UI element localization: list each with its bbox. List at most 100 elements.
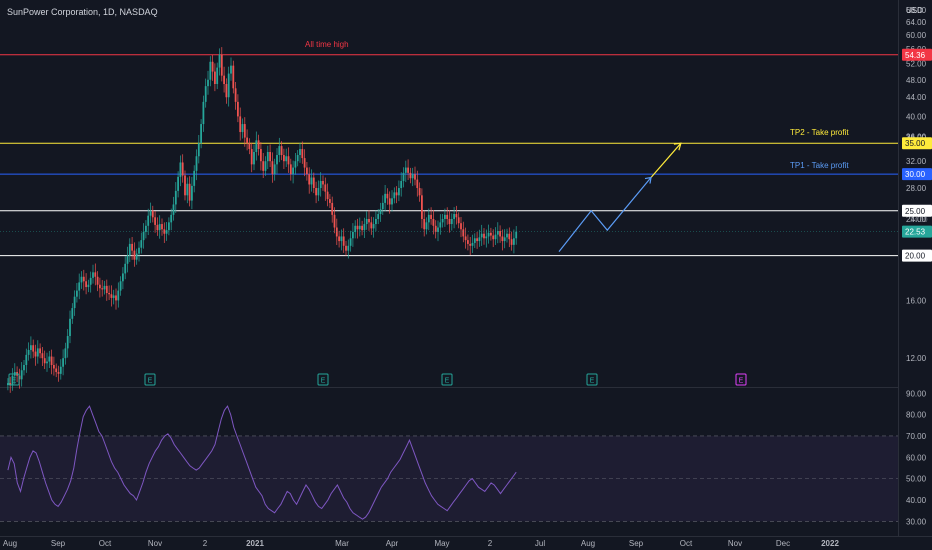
- candle-body: [170, 214, 173, 223]
- candle-body: [310, 177, 313, 185]
- candle-body: [59, 366, 62, 374]
- candle-body: [71, 308, 74, 319]
- earnings-marker: E: [441, 373, 453, 386]
- candle-body: [142, 231, 145, 241]
- candle-body: [317, 188, 320, 196]
- candle-body: [434, 225, 437, 232]
- candle-body: [122, 273, 124, 282]
- tp2-price-badge-bg: [902, 137, 932, 150]
- candle-body: [237, 101, 239, 117]
- candle-body: [126, 255, 129, 264]
- candle-body: [34, 351, 37, 357]
- candle-body: [156, 224, 159, 231]
- candle-body: [62, 358, 64, 367]
- candle-body: [239, 116, 242, 133]
- candle-body: [27, 349, 30, 355]
- rsi-line: [7, 405, 517, 520]
- projection-path: [558, 177, 652, 252]
- candle-body: [253, 152, 255, 165]
- tp2-arrow-line: [650, 142, 682, 178]
- candle-body: [404, 167, 407, 173]
- candle-body: [43, 358, 46, 364]
- candle-body: [66, 336, 69, 349]
- candle-body: [510, 239, 513, 245]
- candle-body: [322, 180, 324, 185]
- ath-annotation: All time high: [305, 40, 349, 49]
- current-price-badge-bg: [902, 225, 932, 238]
- candle-body: [324, 184, 327, 192]
- candle-body: [32, 345, 35, 352]
- candle-body: [80, 276, 83, 283]
- candle-body: [110, 294, 113, 298]
- candle-body: [444, 214, 446, 219]
- earnings-marker: E: [317, 373, 329, 386]
- rsi-tick-label: 40.00: [906, 496, 927, 505]
- candle-body: [377, 214, 380, 219]
- candle-body: [124, 263, 127, 274]
- candle-body: [278, 146, 281, 156]
- time-tick-label: Mar: [335, 539, 349, 548]
- candle-body: [464, 236, 467, 241]
- candle-body: [398, 188, 400, 196]
- ath-price-badge: 54.36: [905, 51, 926, 60]
- candle-body: [402, 172, 405, 181]
- level-20-badge: 20.00: [905, 252, 926, 261]
- candle-body: [296, 155, 299, 162]
- candle-body: [483, 233, 485, 239]
- candle-body: [308, 174, 311, 185]
- earnings-marker-box: [144, 373, 156, 386]
- candle-body: [260, 149, 262, 162]
- candle-body: [151, 210, 154, 218]
- candle-body: [181, 162, 184, 176]
- candle-body: [230, 65, 232, 74]
- candle-body: [202, 101, 205, 125]
- candle-body: [347, 245, 350, 251]
- candle-body: [25, 354, 28, 365]
- candle-body: [395, 192, 398, 196]
- candle-body: [485, 236, 488, 239]
- candle-body: [227, 73, 230, 98]
- candle-body: [218, 54, 221, 68]
- candle-body: [46, 361, 48, 364]
- candle-body: [266, 152, 269, 162]
- candle-body: [248, 143, 251, 150]
- candle-body: [287, 156, 290, 165]
- time-tick-label: Oct: [99, 539, 112, 548]
- candle-body: [453, 214, 455, 219]
- candle-body: [135, 253, 138, 260]
- candle-body: [342, 236, 345, 246]
- candle-body: [131, 243, 133, 251]
- candle-body: [197, 143, 200, 157]
- candle-body: [448, 218, 451, 225]
- candle-body: [450, 218, 453, 225]
- candle-body: [119, 281, 122, 291]
- candle-body: [356, 225, 359, 230]
- time-tick-label: Jul: [535, 539, 545, 548]
- candle-body: [446, 214, 449, 219]
- earnings-marker-label: E: [148, 378, 153, 385]
- candle-body: [358, 225, 361, 230]
- candle-body: [425, 222, 428, 230]
- price-tick-label: 44.00: [906, 93, 927, 102]
- tp1-price-badge: 30.00: [905, 170, 926, 179]
- price-tick-label: 64.00: [906, 18, 927, 27]
- earnings-marker-label: E: [590, 378, 595, 385]
- candle-body: [216, 67, 219, 85]
- candle-body: [207, 79, 209, 87]
- candle-body: [423, 218, 426, 230]
- candle-body: [225, 84, 228, 98]
- candle-body: [354, 225, 357, 232]
- time-tick-label: Oct: [680, 539, 693, 548]
- candle-body: [105, 285, 108, 294]
- candle-body: [115, 295, 117, 301]
- candle-body: [188, 183, 191, 201]
- candle-body: [478, 237, 481, 242]
- candle-body: [372, 224, 375, 229]
- candle-body: [326, 191, 329, 200]
- candle-body: [250, 149, 253, 165]
- candle-body: [370, 222, 373, 229]
- candle-body: [508, 233, 511, 240]
- candle-body: [73, 296, 76, 309]
- candle-body: [41, 353, 44, 359]
